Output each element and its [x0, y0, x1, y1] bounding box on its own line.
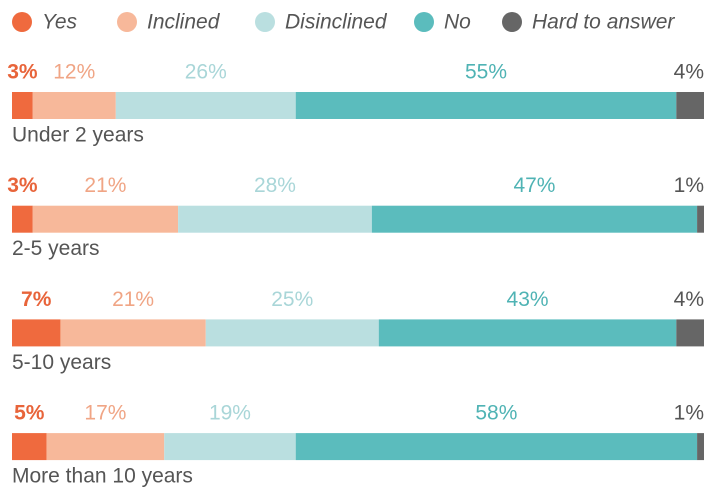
bar-segment — [378, 319, 677, 347]
value-label: 5% — [14, 402, 45, 425]
bar-segment — [295, 92, 677, 119]
value-label: 3% — [7, 174, 38, 197]
value-label: 12% — [53, 61, 95, 84]
category-label: Under 2 years — [12, 124, 144, 147]
legend-marker — [414, 12, 434, 32]
value-label: 43% — [507, 288, 549, 311]
legend-marker — [255, 12, 275, 32]
category-label: 5-10 years — [12, 351, 111, 374]
value-label: 28% — [254, 174, 296, 197]
value-label: 3% — [7, 61, 38, 84]
bar-segment — [697, 433, 704, 461]
bar-segment — [12, 205, 33, 233]
bar-segment — [32, 205, 179, 233]
bar-segment — [295, 433, 698, 461]
bar-segment — [205, 319, 379, 347]
legend-marker — [502, 12, 522, 32]
value-label: 47% — [513, 174, 555, 197]
category-label: 2-5 years — [12, 237, 100, 260]
legend-label: Disinclined — [285, 11, 388, 34]
value-label: 19% — [209, 402, 251, 425]
bar-segment — [164, 433, 296, 461]
legend-label: Yes — [42, 11, 78, 34]
value-label: 58% — [475, 402, 517, 425]
bar-segment — [60, 319, 206, 347]
bar-segment — [46, 433, 165, 461]
bar-segment — [371, 205, 698, 233]
value-label: 1% — [674, 402, 704, 425]
bar-segment — [178, 205, 372, 233]
value-label: 25% — [271, 288, 313, 311]
value-label: 26% — [185, 61, 227, 84]
legend-label: Hard to answer — [532, 11, 675, 34]
value-label: 17% — [84, 402, 126, 425]
bar-segment — [12, 92, 33, 119]
value-label: 7% — [21, 288, 52, 311]
category-label: More than 10 years — [12, 465, 193, 488]
value-label: 21% — [112, 288, 154, 311]
bar-segment — [676, 92, 704, 119]
value-label: 4% — [674, 288, 704, 311]
value-label: 55% — [465, 61, 507, 84]
legend-label: No — [444, 11, 471, 34]
value-label: 1% — [674, 174, 704, 197]
value-label: 21% — [84, 174, 126, 197]
bar-segment — [697, 205, 704, 233]
bar-segment — [12, 319, 61, 347]
legend-marker — [12, 12, 32, 32]
bar-segment — [115, 92, 296, 119]
bar-segment — [12, 433, 47, 461]
bar-segment — [676, 319, 704, 347]
value-label: 4% — [674, 61, 704, 84]
bar-segment — [32, 92, 116, 119]
legend-marker — [117, 12, 137, 32]
legend-label: Inclined — [147, 11, 221, 34]
